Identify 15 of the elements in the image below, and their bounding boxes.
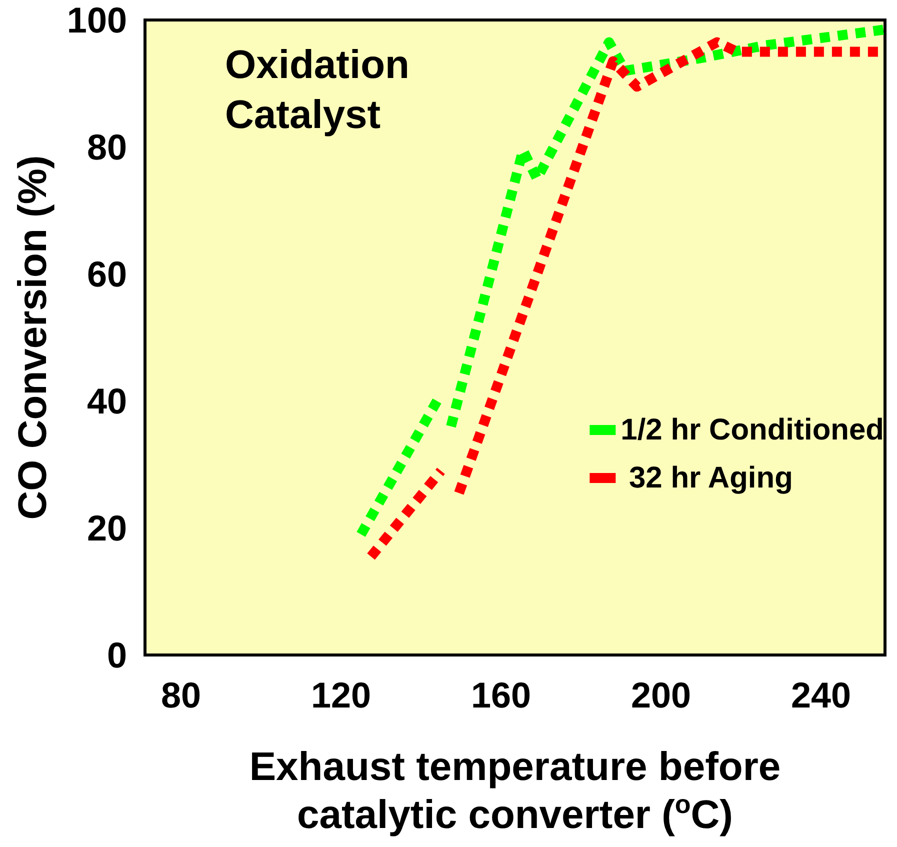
y-tick-label: 20 <box>86 508 127 548</box>
x-tick-label: 160 <box>470 674 532 716</box>
y-tick-label: 80 <box>86 126 127 168</box>
y-axis-title: CO Conversion (%) <box>11 155 55 520</box>
y-tick-label: 40 <box>86 380 127 422</box>
y-tick-label: 0 <box>106 634 127 676</box>
x-tick-label: 200 <box>630 674 692 716</box>
x-tick-label: 240 <box>790 674 852 716</box>
y-tick-label: 60 <box>86 254 127 294</box>
x-tick-label: 120 <box>310 674 372 716</box>
legend-label: 32 hr Aging <box>620 462 793 494</box>
legend-label: 1/2 hr Conditioned <box>620 414 884 446</box>
annotation: Oxidation Catalyst <box>225 43 421 137</box>
y-tick-label: 100 <box>66 0 127 40</box>
x-tick-label: 80 <box>160 674 202 716</box>
